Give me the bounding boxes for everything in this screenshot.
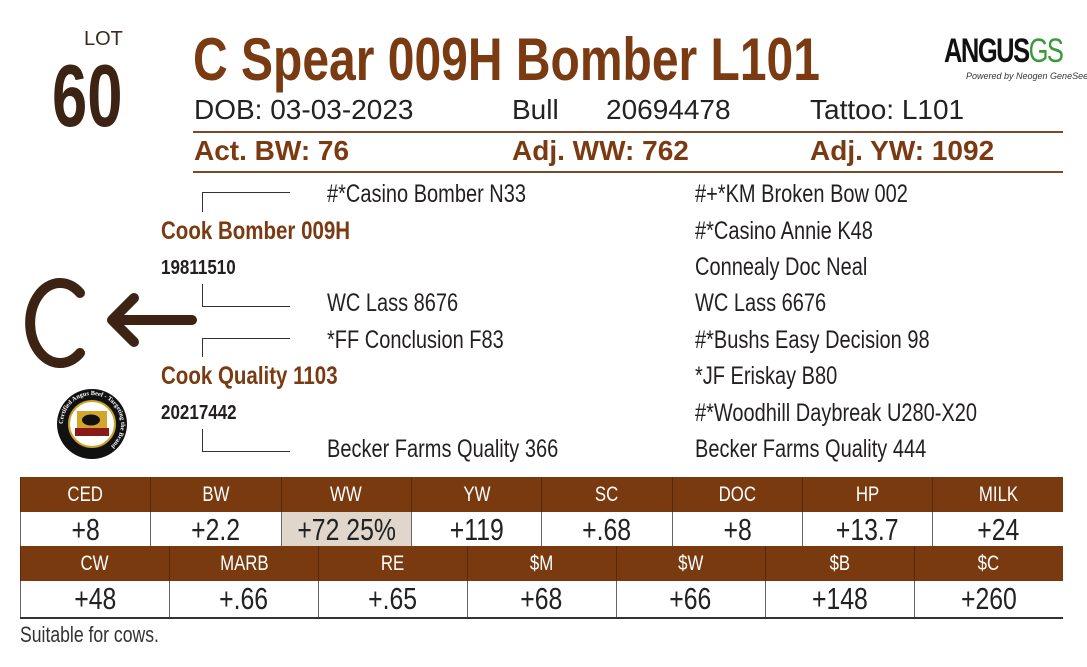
pedigree-line — [202, 192, 290, 193]
epd-table-row2: CW MARB RE $M $W $B $C +48 +.66 +.65 +68… — [20, 546, 1063, 619]
epd-header-hp: HP — [801, 477, 933, 512]
dam-sire: *FF Conclusion F83 — [327, 326, 504, 354]
registration-number: 20694478 — [606, 94, 731, 125]
angus-gs-logo: ANGUSGS Powered by Neogen GeneSeek — [944, 32, 1087, 81]
epd-header-ced: CED — [19, 477, 151, 512]
sex: Bull — [512, 94, 559, 125]
adjusted-yearling-weight: Adj. YW: 1092 — [810, 135, 995, 166]
tattoo: Tattoo: L101 — [810, 94, 965, 125]
epd-header-c-index: $C — [913, 546, 1063, 581]
brand-c-arrow-icon — [25, 278, 197, 368]
epd-header-w-index: $W — [615, 546, 766, 581]
epd-header-cw: CW — [20, 546, 170, 581]
epd-value-bw: +2.2 — [150, 512, 282, 550]
epd-header-milk: MILK — [932, 477, 1063, 512]
pedigree-line — [202, 451, 290, 452]
ancestor: #*Bushs Easy Decision 98 — [695, 326, 930, 354]
ancestor: #*Casino Annie K48 — [695, 217, 873, 245]
epd-value-ww: +72 25% — [280, 512, 412, 550]
epd-header-ww: WW — [280, 477, 412, 512]
epd-header-sc: SC — [541, 477, 673, 512]
epd-value-sc: +.68 — [541, 512, 673, 550]
epd-value-yw: +119 — [410, 512, 542, 550]
footnote: Suitable for cows. — [20, 622, 159, 647]
epd-value-w-index: +66 — [615, 581, 766, 619]
epd-value-re: +.65 — [317, 581, 468, 619]
sire-name: Cook Bomber 009H — [161, 217, 351, 245]
epd-header-doc: DOC — [671, 477, 803, 512]
epd-header-marb: MARB — [168, 546, 319, 581]
pedigree-line — [202, 338, 290, 339]
dam-dam: Becker Farms Quality 366 — [327, 435, 559, 463]
pedigree-line — [202, 429, 203, 451]
pedigree-line — [202, 284, 203, 306]
lot-label: LOT — [84, 28, 123, 50]
ancestor: Becker Farms Quality 444 — [695, 435, 927, 463]
certified-angus-beef-icon: Certified Angus Beef - Targeting the Bra… — [57, 389, 127, 459]
ancestor: Connealy Doc Neal — [695, 253, 868, 281]
epd-header-b-index: $B — [764, 546, 915, 581]
divider — [193, 171, 1063, 173]
epd-value-ced: +8 — [19, 512, 151, 550]
epd-value-marb: +.66 — [168, 581, 319, 619]
dam-registration: 20217442 — [161, 402, 237, 424]
epd-value-m-index: +68 — [466, 581, 617, 619]
actual-birth-weight: Act. BW: 76 — [194, 135, 350, 166]
epd-value-hp: +13.7 — [801, 512, 933, 550]
ancestor: WC Lass 6676 — [695, 289, 827, 317]
epd-header-bw: BW — [150, 477, 282, 512]
ancestor: #+*KM Broken Bow 002 — [695, 180, 908, 208]
sire-dam: WC Lass 8676 — [327, 289, 459, 317]
epd-value-doc: +8 — [671, 512, 803, 550]
epd-table-row1: CED BW WW YW SC DOC HP MILK +8 +2.2 +72 … — [19, 477, 1063, 550]
adjusted-weaning-weight: Adj. WW: 762 — [512, 135, 689, 166]
epd-value-c-index: +260 — [913, 581, 1063, 619]
pedigree-line — [202, 192, 203, 212]
sire-registration: 19811510 — [161, 257, 236, 279]
epd-header-yw: YW — [410, 477, 542, 512]
animal-name: C Spear 009H Bomber L101 — [193, 26, 820, 93]
lot-number: 60 — [52, 46, 123, 145]
epd-header-re: RE — [317, 546, 468, 581]
epd-value-milk: +24 — [932, 512, 1063, 550]
pedigree-line — [202, 338, 203, 357]
dob: DOB: 03-03-2023 — [194, 94, 414, 125]
divider — [193, 131, 1063, 133]
sire-sire: #*Casino Bomber N33 — [327, 180, 526, 208]
epd-header-m-index: $M — [466, 546, 617, 581]
epd-value-b-index: +148 — [764, 581, 915, 619]
dam-name: Cook Quality 1103 — [161, 362, 338, 390]
epd-value-cw: +48 — [20, 581, 170, 619]
ancestor: *JF Eriskay B80 — [695, 362, 838, 390]
ancestor: #*Woodhill Daybreak U280-X20 — [695, 399, 978, 427]
pedigree-line — [202, 306, 290, 307]
